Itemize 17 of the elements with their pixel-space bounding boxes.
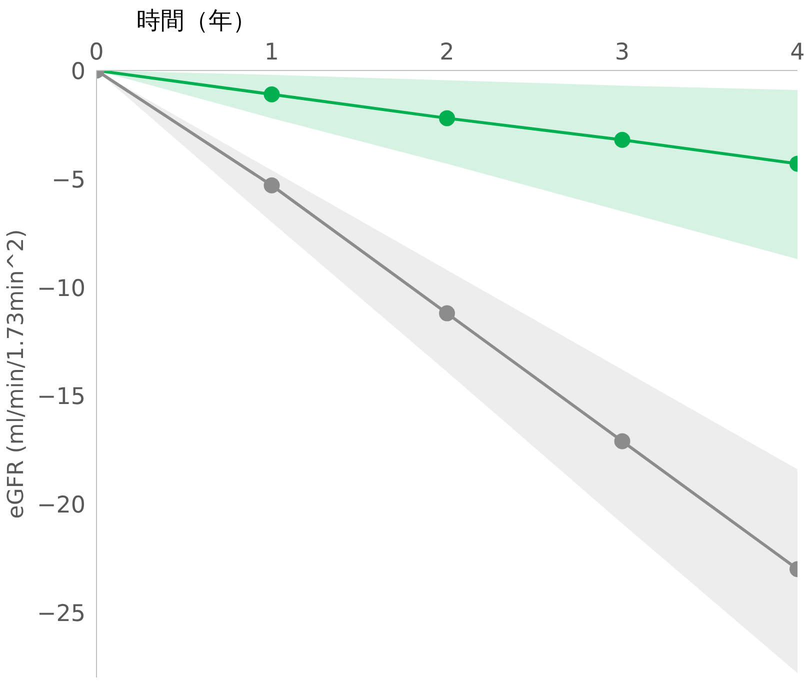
- x-tick-label: 3: [614, 40, 630, 66]
- y-axis-title: eGFR (ml/min/1.73min^2): [4, 229, 29, 519]
- x-tick-label: 4: [790, 40, 805, 66]
- x-axis-title: 時間（年）: [136, 8, 256, 34]
- point: [439, 110, 455, 126]
- x-tick-label: 1: [264, 40, 280, 66]
- y-tick-label: −15: [36, 384, 86, 410]
- y-tick-label: −5: [52, 167, 86, 194]
- y-tick-label: −10: [36, 276, 86, 302]
- x-tick-label: 2: [440, 40, 454, 66]
- y-tick-label: 0: [70, 59, 86, 85]
- y-tick-label: −25: [36, 600, 86, 627]
- x-tick-label: 0: [89, 40, 104, 66]
- point: [264, 86, 280, 102]
- y-tick-label: −20: [36, 492, 86, 519]
- point: [264, 177, 280, 194]
- point: [439, 305, 455, 322]
